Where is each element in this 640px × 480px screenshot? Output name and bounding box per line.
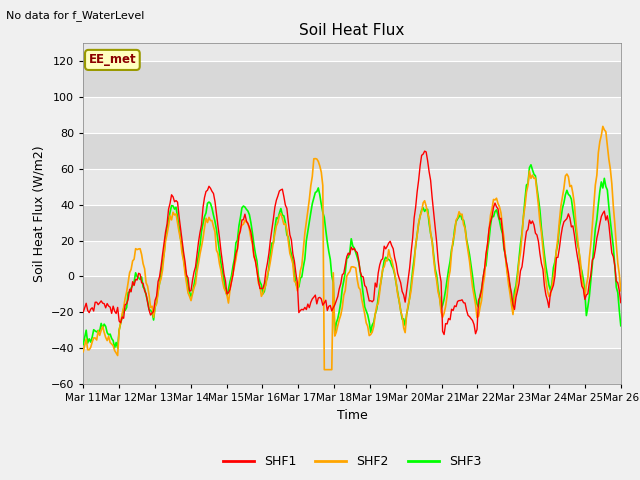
SHF3 [79, 342, 87, 348]
Bar [83, 348, 621, 384]
SHF2 [589, 223, 596, 228]
SHF1 [420, 148, 428, 154]
SHF1 [239, 217, 247, 223]
Y-axis label: Soil Heat Flux (W/m2): Soil Heat Flux (W/m2) [32, 145, 45, 282]
SHF2 [257, 293, 265, 299]
Line: SHF1: SHF1 [83, 151, 621, 335]
SHF1 [314, 295, 322, 301]
SHF2 [239, 221, 247, 227]
SHF1 [145, 307, 153, 313]
SHF3 [316, 192, 324, 198]
SHF2 [617, 288, 625, 294]
SHF1 [79, 310, 87, 315]
SHF3 [617, 323, 625, 329]
Bar [83, 61, 621, 97]
Bar [83, 276, 621, 312]
X-axis label: Time: Time [337, 408, 367, 421]
Bar [83, 312, 621, 348]
SHF1 [617, 300, 625, 305]
SHF1 [590, 255, 598, 261]
Bar [83, 240, 621, 276]
SHF1 [440, 332, 448, 337]
Bar [83, 97, 621, 133]
SHF1 [266, 237, 274, 243]
Title: Soil Heat Flux: Soil Heat Flux [300, 23, 404, 38]
SHF2 [145, 292, 153, 298]
Bar [83, 169, 621, 204]
Legend: SHF1, SHF2, SHF3: SHF1, SHF2, SHF3 [218, 450, 486, 473]
SHF3 [259, 291, 267, 297]
Text: EE_met: EE_met [88, 53, 136, 66]
Text: No data for f_WaterLevel: No data for f_WaterLevel [6, 10, 145, 21]
SHF3 [527, 162, 535, 168]
Bar [83, 204, 621, 240]
SHF3 [147, 308, 154, 313]
SHF2 [321, 367, 328, 372]
SHF1 [257, 286, 265, 291]
SHF2 [79, 349, 87, 355]
SHF3 [114, 345, 122, 351]
Bar [83, 133, 621, 169]
SHF2 [314, 158, 322, 164]
SHF3 [241, 204, 249, 210]
SHF3 [590, 243, 598, 249]
SHF2 [266, 259, 274, 264]
Line: SHF2: SHF2 [83, 126, 621, 370]
Line: SHF3: SHF3 [83, 165, 621, 348]
SHF2 [599, 123, 607, 129]
SHF3 [268, 240, 276, 246]
